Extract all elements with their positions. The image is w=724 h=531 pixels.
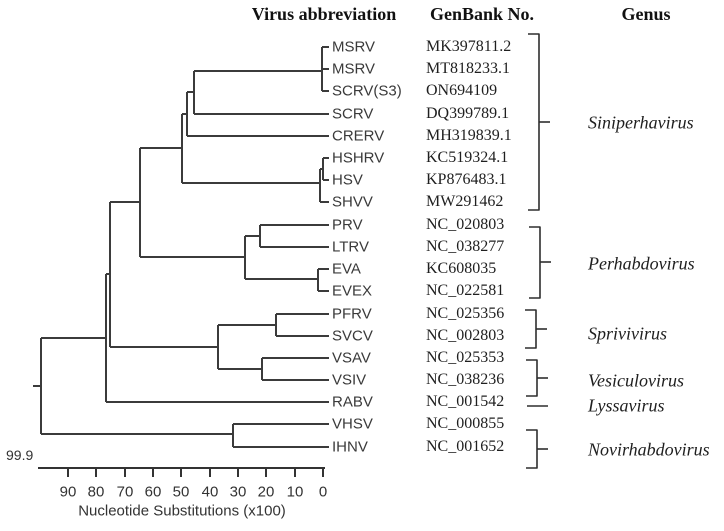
taxon-abbreviation: PRV: [332, 216, 363, 234]
taxon-abbreviation: EVEX: [332, 282, 373, 300]
genus-brace: [529, 226, 541, 299]
taxon-abbreviation: PFRV: [332, 305, 372, 323]
taxon-abbreviation: CRERV: [332, 127, 385, 145]
root-support-value: 99.9: [6, 447, 34, 463]
genus-label: Lyssavirus: [588, 395, 665, 416]
scale-tick-label: 30: [229, 483, 247, 501]
genbank-accession: NC_020803: [426, 216, 505, 233]
genbank-accession: ON694109: [426, 82, 498, 99]
genus-brace: [526, 429, 538, 469]
axis-title: Nucleotide Substitutions (x100): [78, 502, 286, 520]
genbank-accession: NC_000855: [426, 415, 505, 432]
genbank-accession: MT818233.1: [426, 60, 510, 77]
taxon-abbreviation: VHSV: [332, 415, 373, 433]
scale-tick-label: 20: [257, 483, 275, 501]
taxon-abbreviation: SVCV: [332, 327, 373, 345]
taxon-abbreviation: VSIV: [332, 371, 367, 389]
genus-label: Vesiculovirus: [588, 370, 684, 391]
taxon-abbreviation: LTRV: [332, 238, 369, 256]
taxon-abbreviation: SCRV(S3): [332, 82, 402, 100]
taxon-abbreviation: HSHRV: [332, 149, 385, 167]
genbank-accession: DQ399789.1: [426, 105, 510, 122]
genbank-accession: NC_022581: [426, 282, 505, 299]
taxon-abbreviation: MSRV: [332, 38, 376, 56]
scale-tick-label: 0: [318, 483, 328, 501]
genus-label: Sprivivirus: [588, 323, 667, 344]
genus-label: Perhabdovirus: [588, 253, 695, 274]
genbank-accession: MK397811.2: [426, 38, 512, 55]
taxon-abbreviation: SHVV: [332, 193, 373, 211]
genbank-accession: NC_002803: [426, 327, 505, 344]
taxon-abbreviation: IHNV: [332, 438, 368, 456]
column-header-genus: Genus: [621, 4, 671, 24]
genbank-accession: MH319839.1: [426, 127, 512, 144]
genbank-accession: NC_025356: [426, 305, 505, 322]
taxon-abbreviation: EVA: [332, 260, 361, 278]
column-header-genbank: GenBank No.: [429, 4, 535, 24]
genus-brace: [526, 359, 538, 397]
scale-tick-label: 40: [201, 483, 219, 501]
scale-tick-label: 60: [144, 483, 162, 501]
genbank-accession: KP876483.1: [426, 171, 507, 188]
scale-tick-label: 10: [286, 483, 304, 501]
taxon-abbreviation: VSAV: [332, 349, 371, 367]
genbank-accession: NC_038277: [426, 238, 505, 255]
scale-tick-label: 50: [172, 483, 190, 501]
genbank-accession: KC608035: [426, 260, 497, 277]
genbank-accession: NC_001542: [426, 393, 505, 410]
genbank-accession: NC_025353: [426, 349, 505, 366]
taxon-abbreviation: MSRV: [332, 60, 376, 78]
taxon-abbreviation: RABV: [332, 393, 373, 411]
genus-brace: [528, 33, 540, 211]
column-header-virus-abbreviation: Virus abbreviation: [251, 4, 397, 24]
scale-tick-label: 80: [87, 483, 105, 501]
taxon-abbreviation: HSV: [332, 171, 363, 189]
genbank-accession: NC_001652: [426, 438, 505, 455]
genbank-accession: KC519324.1: [426, 149, 509, 166]
genbank-accession: MW291462: [426, 193, 504, 210]
taxon-abbreviation: SCRV: [332, 105, 374, 123]
genbank-accession: NC_038236: [426, 371, 505, 388]
genus-brace: [525, 309, 537, 349]
genus-label: Siniperhavirus: [588, 112, 694, 133]
scale-tick-label: 90: [59, 483, 77, 501]
genus-label: Novirhabdovirus: [588, 439, 710, 460]
scale-tick-label: 70: [116, 483, 134, 501]
